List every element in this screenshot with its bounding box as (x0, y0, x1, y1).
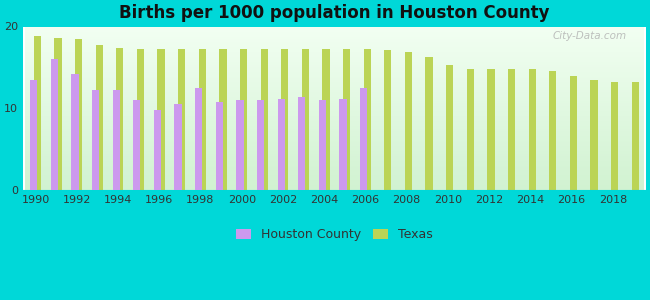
Bar (281, 50, 289, 190)
Bar (508, 69, 515, 190)
Bar (549, 71, 556, 190)
Bar (363, 50, 371, 190)
Bar (178, 50, 185, 190)
Bar (174, 104, 181, 190)
Bar (528, 69, 536, 190)
Bar (237, 100, 244, 190)
Bar (298, 97, 306, 190)
Bar (611, 82, 618, 190)
Bar (278, 99, 285, 190)
Bar (72, 74, 79, 190)
Bar (30, 80, 37, 190)
Bar (75, 39, 82, 190)
Bar (405, 52, 412, 190)
Bar (590, 80, 597, 190)
Bar (34, 36, 41, 190)
Bar (116, 48, 124, 190)
Bar (360, 88, 367, 190)
Bar (199, 50, 206, 190)
Bar (96, 45, 103, 190)
Bar (467, 69, 474, 190)
Bar (195, 88, 202, 190)
Bar (51, 59, 58, 190)
Title: Births per 1000 population in Houston County: Births per 1000 population in Houston Co… (119, 4, 550, 22)
Bar (55, 38, 62, 190)
Bar (136, 50, 144, 190)
Bar (240, 50, 247, 190)
Bar (339, 99, 346, 190)
Text: City-Data.com: City-Data.com (553, 32, 627, 41)
Bar (384, 50, 391, 190)
Bar (343, 50, 350, 190)
Bar (157, 50, 164, 190)
Bar (302, 50, 309, 190)
Bar (632, 82, 639, 190)
Bar (154, 110, 161, 190)
Legend: Houston County, Texas: Houston County, Texas (231, 223, 438, 246)
Bar (261, 50, 268, 190)
Bar (322, 50, 330, 190)
Bar (318, 100, 326, 190)
Bar (257, 100, 264, 190)
Bar (216, 102, 223, 190)
Bar (219, 49, 226, 190)
Bar (112, 90, 120, 190)
Bar (92, 90, 99, 190)
Bar (446, 65, 453, 190)
Bar (133, 100, 140, 190)
Bar (570, 76, 577, 190)
Bar (426, 57, 433, 190)
Bar (488, 69, 495, 190)
